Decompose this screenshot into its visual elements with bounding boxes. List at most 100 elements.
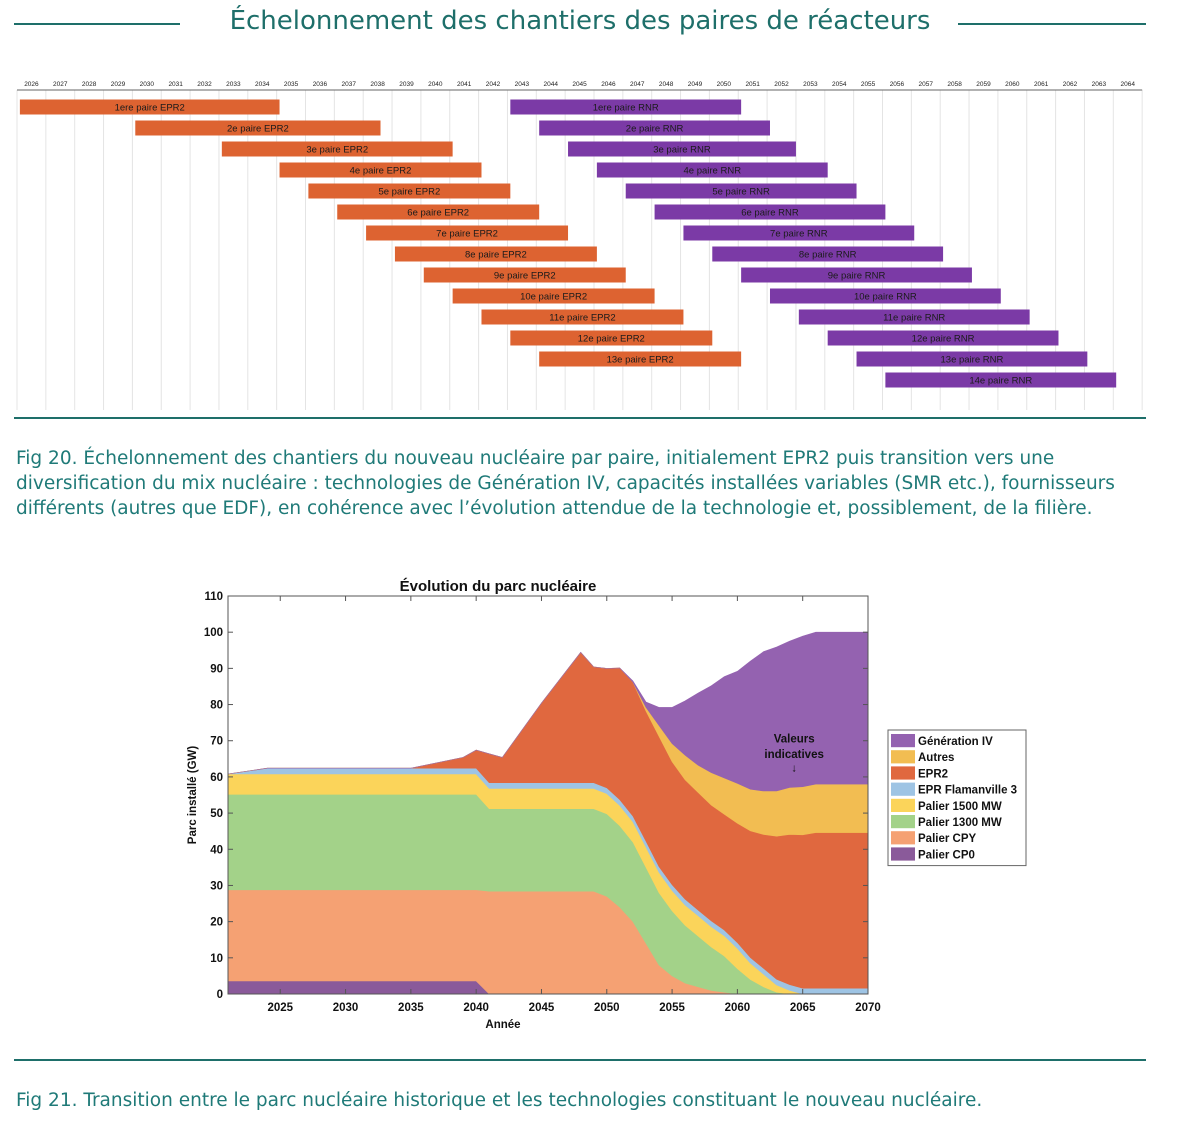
task-label: 6e paire EPR2 xyxy=(407,207,469,218)
task-label: 2e paire RNR xyxy=(626,123,684,134)
task-label: 6e paire RNR xyxy=(741,207,799,218)
x-tick-label: 2025 xyxy=(267,1002,293,1014)
task-bar xyxy=(510,330,713,346)
y-tick-label: 20 xyxy=(210,917,223,929)
year-tick-label: 2028 xyxy=(82,81,97,88)
task-bar xyxy=(625,183,857,199)
year-tick-label: 2040 xyxy=(428,81,443,88)
year-tick-label: 2031 xyxy=(168,81,183,88)
task-bar xyxy=(423,267,626,283)
y-tick-label: 90 xyxy=(210,663,223,675)
year-tick-label: 2056 xyxy=(890,81,905,88)
task-bar xyxy=(539,351,742,367)
legend-swatch xyxy=(891,798,915,812)
y-tick-label: 110 xyxy=(204,591,223,603)
year-tick-label: 2054 xyxy=(832,81,847,88)
figure-21-caption: Fig 21. Transition entre le parc nucléai… xyxy=(16,1090,983,1111)
task-bar xyxy=(481,309,684,325)
legend-label: EPR2 xyxy=(918,768,948,780)
y-tick-label: 100 xyxy=(204,627,223,639)
year-tick-label: 2052 xyxy=(774,81,789,88)
year-tick-label: 2034 xyxy=(255,81,270,88)
x-tick-label: 2045 xyxy=(529,1002,555,1014)
task-bar xyxy=(366,225,569,241)
x-tick-label: 2035 xyxy=(398,1002,424,1014)
task-bar xyxy=(712,246,944,262)
year-tick-label: 2053 xyxy=(803,81,818,88)
task-label: 7e paire EPR2 xyxy=(436,228,498,239)
year-tick-label: 2045 xyxy=(572,81,587,88)
task-label: 5e paire RNR xyxy=(712,186,770,197)
x-tick-label: 2070 xyxy=(855,1002,881,1014)
year-tick-label: 2044 xyxy=(543,81,558,88)
year-tick-label: 2029 xyxy=(111,81,126,88)
x-tick-label: 2065 xyxy=(790,1002,816,1014)
year-tick-label: 2038 xyxy=(370,81,385,88)
header: Échelonnement des chantiers des paires d… xyxy=(14,6,1146,40)
task-label: 8e paire RNR xyxy=(799,249,857,260)
year-tick-label: 2048 xyxy=(659,81,674,88)
task-label: 13e paire RNR xyxy=(941,354,1004,365)
year-tick-label: 2063 xyxy=(1092,81,1107,88)
task-bar xyxy=(885,372,1117,388)
task-label: 14e paire RNR xyxy=(969,375,1032,386)
title-rule-right xyxy=(916,23,1146,25)
task-bar xyxy=(741,267,972,283)
y-tick-label: 50 xyxy=(210,808,223,820)
task-label: 4e paire RNR xyxy=(684,165,742,176)
legend-label: Autres xyxy=(918,752,954,764)
task-label: 3e paire RNR xyxy=(653,144,711,155)
year-tick-label: 2062 xyxy=(1063,81,1078,88)
task-label: 10e paire EPR2 xyxy=(520,291,587,302)
y-tick-label: 30 xyxy=(210,880,223,892)
task-bar xyxy=(596,162,828,178)
y-tick-label: 60 xyxy=(210,772,223,784)
section-divider xyxy=(14,417,1146,419)
y-axis-label: Parc installé (GW) xyxy=(187,746,199,845)
legend-label: Palier 1300 MW xyxy=(918,817,1002,829)
figure-20-caption: Fig 20. Échelonnement des chantiers du n… xyxy=(16,448,1115,519)
annotation-arrow: ↓ xyxy=(791,762,797,774)
task-bar xyxy=(769,288,1001,304)
task-bar xyxy=(394,246,597,262)
y-tick-label: 10 xyxy=(210,953,223,965)
task-bar xyxy=(798,309,1030,325)
task-bar xyxy=(510,99,742,115)
task-bar xyxy=(856,351,1088,367)
y-tick-label: 70 xyxy=(210,736,223,748)
task-bar xyxy=(683,225,915,241)
task-label: 1ere paire EPR2 xyxy=(115,102,185,113)
year-tick-label: 2051 xyxy=(745,81,760,88)
year-tick-label: 2060 xyxy=(1005,81,1020,88)
year-tick-label: 2059 xyxy=(976,81,991,88)
x-tick-label: 2030 xyxy=(333,1002,359,1014)
legend-swatch xyxy=(891,734,915,748)
year-tick-label: 2049 xyxy=(688,81,703,88)
task-label: 12e paire EPR2 xyxy=(578,333,645,344)
task-label: 13e paire EPR2 xyxy=(607,354,674,365)
year-tick-label: 2032 xyxy=(197,81,212,88)
year-tick-label: 2057 xyxy=(919,81,934,88)
x-tick-label: 2050 xyxy=(594,1002,620,1014)
task-bar xyxy=(135,120,381,136)
year-tick-label: 2041 xyxy=(457,81,472,88)
task-bar xyxy=(308,183,511,199)
section-divider-2 xyxy=(14,1059,1146,1061)
task-bar xyxy=(568,141,796,157)
legend-swatch xyxy=(891,766,915,780)
year-tick-label: 2030 xyxy=(140,81,155,88)
task-bar xyxy=(452,288,655,304)
year-tick-label: 2055 xyxy=(861,81,876,88)
y-tick-label: 0 xyxy=(217,989,223,1001)
x-axis-label: Année xyxy=(485,1019,520,1031)
year-tick-label: 2033 xyxy=(226,81,241,88)
task-label: 1ere paire RNR xyxy=(593,102,659,113)
task-label: 8e paire EPR2 xyxy=(465,249,527,260)
year-tick-label: 2058 xyxy=(947,81,962,88)
page-title: Échelonnement des chantiers des paires d… xyxy=(201,6,959,36)
task-label: 2e paire EPR2 xyxy=(227,123,289,134)
year-tick-label: 2050 xyxy=(717,81,732,88)
y-tick-label: 40 xyxy=(210,844,223,856)
legend-label: Génération IV xyxy=(918,736,993,748)
year-tick-label: 2027 xyxy=(53,81,68,88)
